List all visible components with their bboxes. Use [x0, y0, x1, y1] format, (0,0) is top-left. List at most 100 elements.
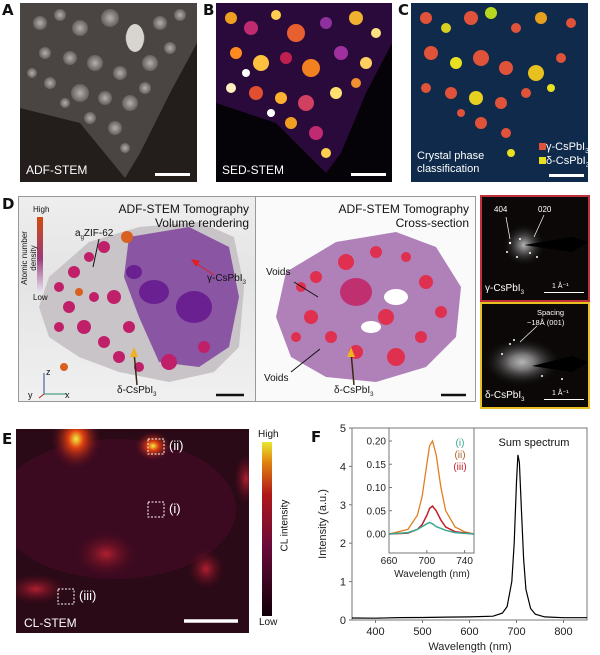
sum-spectrum-line	[351, 454, 587, 619]
scale-bar	[155, 173, 190, 176]
colorbar-high-label: High	[258, 429, 279, 440]
diffraction-pattern-gamma	[502, 214, 588, 267]
cl-intensity-colorbar	[262, 442, 272, 616]
sed-stem-particles	[216, 3, 392, 173]
caption-sed-stem: SED-STEM	[222, 163, 285, 177]
panel-label-a: A	[2, 1, 14, 19]
svg-text:(i): (i)	[456, 438, 465, 449]
svg-text:500: 500	[413, 626, 431, 638]
svg-text:3: 3	[340, 500, 346, 512]
caption-crystal-phase: Crystal phase	[417, 150, 485, 162]
main-x-axis-label: Wavelength (nm)	[428, 641, 511, 653]
svg-text:0.00: 0.00	[367, 530, 387, 541]
roi-box-i	[147, 501, 165, 518]
colorbar-high-label: High	[33, 205, 50, 214]
panel-label-c: C	[398, 1, 410, 19]
caption-cl-stem: CL-STEM	[24, 616, 77, 630]
annotation-voids-1: Voids	[266, 267, 291, 278]
roi-label-iii: (iii)	[79, 588, 97, 603]
svg-text:(ii): (ii)	[454, 450, 465, 461]
legend-swatch-gamma	[539, 143, 546, 150]
spot-label-404: 404	[494, 205, 508, 214]
scale-bar	[544, 292, 584, 293]
legend-gamma: γ-CsPbI3	[539, 141, 588, 155]
scale-bar	[549, 174, 584, 177]
svg-text:0.05: 0.05	[367, 506, 387, 517]
axis-z-label: z	[46, 367, 51, 377]
diffraction-gamma-panel: 404 020 γ-CsPbI3 1 Å⁻¹	[480, 195, 590, 302]
adf-stem-particles	[20, 3, 197, 178]
spacing-label: Spacing	[537, 308, 565, 317]
panel-label-f: F	[311, 428, 322, 446]
annotation-voids-2: Voids	[264, 373, 289, 384]
roi-label-ii: (ii)	[169, 438, 184, 453]
diffraction-delta-panel: Spacing ~18Å (001) δ-CsPbI3 1 Å⁻¹	[480, 302, 590, 409]
volume-rendering-panel: High Low Atomic number density ADF-STEM …	[18, 196, 256, 402]
annotation-delta-cspbi3: δ-CsPbI3	[334, 385, 374, 398]
svg-text:660: 660	[381, 556, 398, 567]
main-x-tick-labels: 400 500 600 700 800	[366, 626, 572, 638]
volume-title-line1: ADF-STEM Tomography	[118, 202, 249, 216]
cross-section-panel: ADF-STEM Tomography Cross-section Voids …	[256, 196, 476, 402]
adf-stem-image: ADF-STEM	[20, 3, 197, 182]
spot-label-020: 020	[538, 205, 552, 214]
panel-label-b: B	[203, 1, 215, 19]
diffraction-label-gamma: γ-CsPbI3	[485, 283, 524, 296]
svg-text:1: 1	[340, 577, 346, 589]
roi-box-iii	[57, 588, 75, 605]
sum-spectrum-annotation: Sum spectrum	[499, 437, 570, 449]
cross-section-title-line2: Cross-section	[395, 216, 469, 230]
scale-bar	[351, 173, 386, 176]
inset-x-axis-label: Wavelength (nm)	[394, 569, 470, 580]
volume-rendering-image	[38, 222, 244, 399]
svg-text:5: 5	[340, 423, 346, 435]
axis-y-label: y	[28, 390, 33, 400]
diffraction-label-delta: δ-CsPbI3	[485, 390, 525, 403]
svg-text:400: 400	[366, 626, 384, 638]
caption-adf-stem: ADF-STEM	[26, 163, 88, 177]
annotation-delta-cspbi3: δ-CsPbI3	[117, 385, 157, 398]
main-y-ticks	[349, 427, 352, 621]
annotation-gamma-cspbi3: γ-CsPbI3	[207, 273, 246, 286]
series-i-line	[388, 521, 475, 535]
svg-text:4: 4	[340, 461, 346, 473]
scale-label: 1 Å⁻¹	[552, 390, 569, 397]
sed-stem-image: SED-STEM	[216, 3, 392, 182]
inset-x-ticks	[388, 550, 466, 553]
svg-text:800: 800	[554, 626, 572, 638]
crystal-phase-map: γ-CsPbI3 δ-CsPbI3 Crystal phase classifi…	[411, 3, 588, 182]
main-x-ticks	[375, 620, 564, 623]
svg-text:700: 700	[507, 626, 525, 638]
svg-text:0.15: 0.15	[367, 460, 387, 471]
volume-title-line2: Volume rendering	[154, 216, 249, 230]
scale-label: 1 Å⁻¹	[552, 283, 569, 290]
legend-delta: δ-CsPbI3	[539, 155, 588, 169]
annotation-zif62: agZIF-62	[75, 228, 114, 241]
panel-label-d: D	[2, 195, 15, 213]
main-y-tick-labels: 0 1 2 3 4 5	[340, 423, 346, 627]
cross-section-image	[276, 232, 466, 397]
panel-label-e: E	[2, 430, 13, 448]
atomic-number-colorbar	[37, 217, 43, 292]
colorbar-low-label: Low	[33, 293, 48, 302]
main-y-axis-label: Intensity (a.u.)	[317, 489, 329, 559]
inset-y-tick-labels: 0.00 0.05 0.10 0.15 0.20	[367, 437, 387, 541]
cl-stem-map: (ii) (i) (iii) CL-STEM	[16, 429, 249, 633]
roi-box-ii	[147, 438, 165, 455]
inset-legend: (i) (ii) (iii)	[453, 438, 466, 473]
scale-bar	[544, 399, 584, 400]
svg-text:0: 0	[340, 615, 346, 627]
cl-intensity-map	[16, 429, 249, 623]
legend-swatch-delta	[539, 157, 546, 164]
svg-text:600: 600	[460, 626, 478, 638]
svg-text:2: 2	[340, 538, 346, 550]
series-ii-line	[388, 439, 475, 535]
svg-text:740: 740	[456, 556, 473, 567]
roi-label-i: (i)	[169, 501, 181, 516]
axis-x-label: x	[65, 390, 70, 400]
colorbar-low-label: Low	[259, 617, 278, 628]
caption-classification: classification	[417, 163, 480, 175]
cross-section-title-line1: ADF-STEM Tomography	[338, 202, 469, 216]
svg-text:(iii): (iii)	[453, 462, 466, 473]
